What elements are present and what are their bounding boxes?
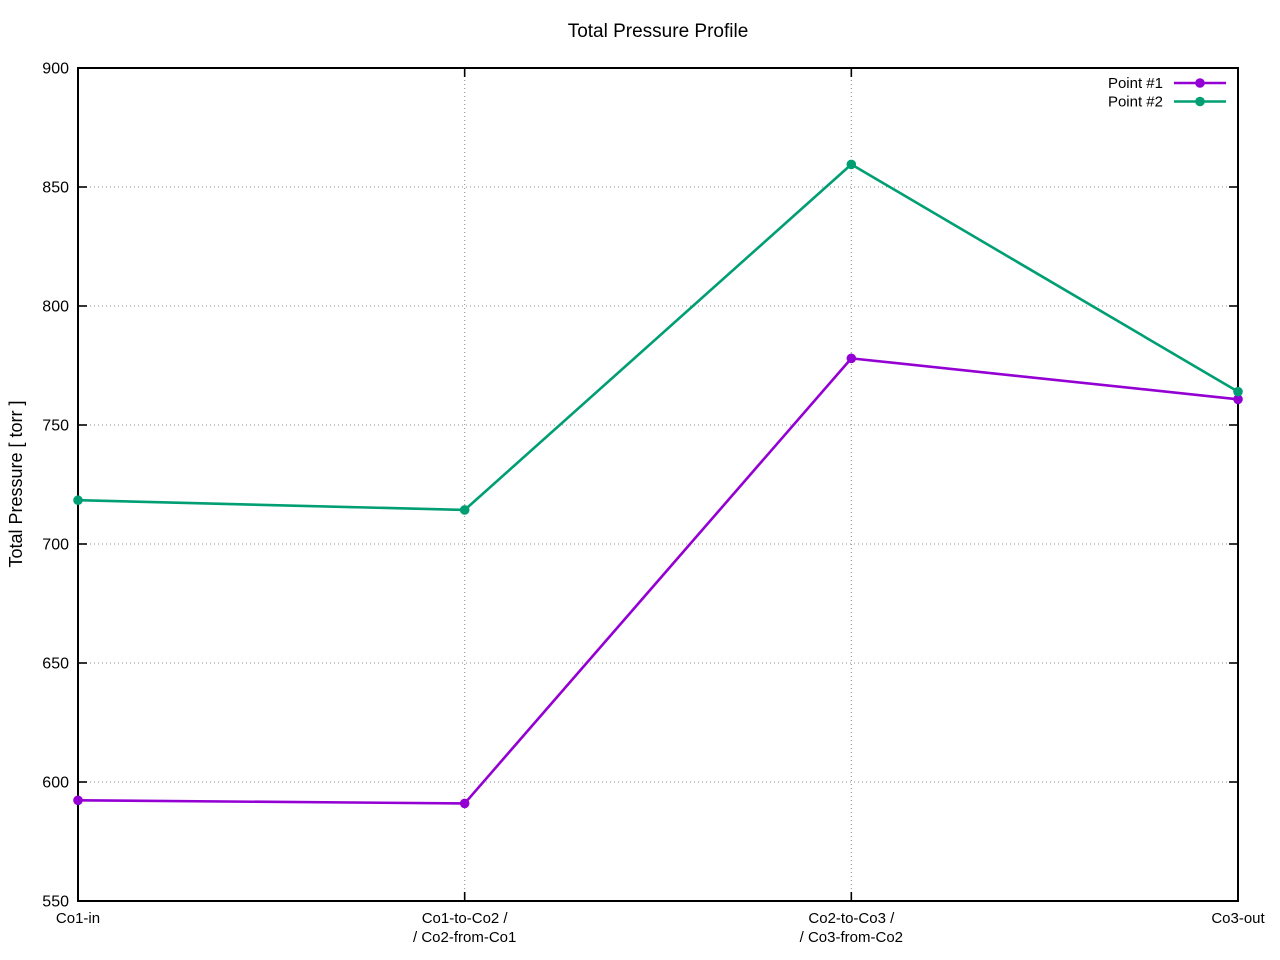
x-tick-label: Co2-to-Co3 / [808, 910, 895, 927]
grid-layer [78, 68, 1238, 901]
series-line [76, 163, 1240, 512]
y-tick-label: 550 [42, 894, 69, 911]
data-point-marker [846, 353, 857, 364]
series-line [76, 357, 1240, 805]
chart-title: Total Pressure Profile [568, 21, 749, 42]
series-layer [73, 159, 1243, 809]
data-point-marker [73, 495, 83, 506]
data-point-marker [459, 798, 470, 809]
x-tick-label: / Co2-from-Co1 [413, 929, 516, 946]
y-tick-label: 800 [42, 299, 69, 316]
data-point-marker [1233, 386, 1243, 397]
x-tick-label: Co1-to-Co2 / [422, 910, 509, 927]
y-tick-label: 750 [42, 418, 69, 435]
y-tick-label: 900 [42, 61, 69, 78]
legend-marker-dot [1195, 78, 1205, 88]
y-tick-label: 650 [42, 656, 69, 673]
legend-label: Point #1 [1108, 75, 1163, 92]
x-tick-label: Co1-in [56, 910, 100, 927]
axis-layer: 550 600 650 700 750 800 850 900 Co1-in Co1-to-Co2… [42, 61, 1265, 947]
y-tick-label: 600 [42, 775, 69, 792]
x-tick-label: Co3-out [1211, 910, 1265, 927]
data-point-marker [459, 505, 470, 515]
y-axis-title: Total Pressure [ torr ] [6, 400, 26, 567]
x-tick-label: / Co3-from-Co2 [800, 929, 903, 946]
data-point-marker [1233, 394, 1243, 405]
data-point-marker [73, 795, 83, 806]
y-tick-label: 700 [42, 537, 69, 554]
legend: Point #1 Point #2 [1108, 75, 1226, 111]
plot-border [77, 67, 1239, 902]
legend-label: Point #2 [1108, 94, 1163, 111]
y-tick-label: 850 [42, 180, 69, 197]
legend-marker-dot [1195, 96, 1205, 107]
data-point-marker [846, 159, 857, 170]
